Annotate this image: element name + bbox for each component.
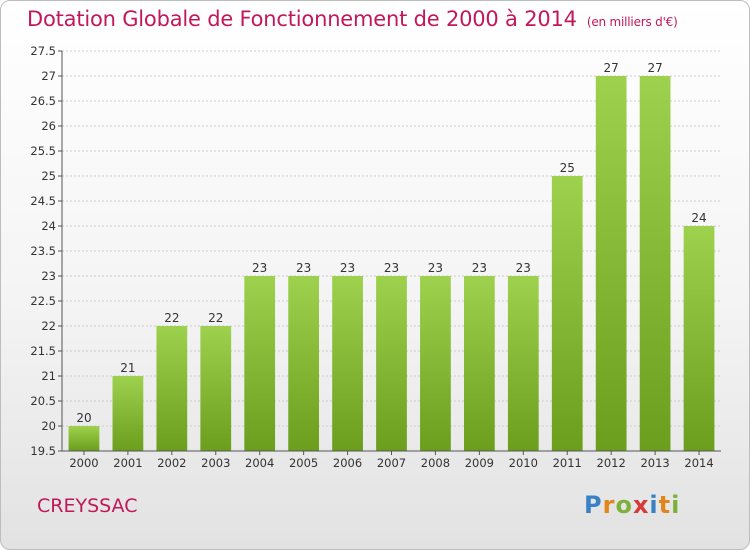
y-tick-label: 22.5 xyxy=(30,294,56,308)
x-tick-label: 2010 xyxy=(509,456,538,470)
y-tick-label: 20.5 xyxy=(30,394,56,408)
data-label: 22 xyxy=(208,311,223,325)
x-tick-label: 2009 xyxy=(465,456,494,470)
data-label: 21 xyxy=(120,361,135,375)
chart-title: Dotation Globale de Fonctionnement de 20… xyxy=(27,7,678,31)
bar-2014 xyxy=(683,226,715,451)
logo-letter: r xyxy=(602,491,616,519)
logo-letter: i xyxy=(671,491,681,519)
bar-2009 xyxy=(463,276,495,451)
bar-2013 xyxy=(639,76,671,451)
bar-2001 xyxy=(112,376,144,451)
y-tick-label: 21.5 xyxy=(30,344,56,358)
x-tick-label: 2012 xyxy=(597,456,626,470)
data-label: 24 xyxy=(691,211,706,225)
logo-letter: P xyxy=(584,491,603,519)
chart-subtitle: (en milliers d'€) xyxy=(586,15,678,29)
y-tick-label: 27 xyxy=(41,69,56,83)
data-label: 23 xyxy=(472,261,487,275)
data-label: 23 xyxy=(516,261,531,275)
x-tick-label: 2002 xyxy=(157,456,186,470)
logo-letter: x xyxy=(632,491,650,519)
x-tick-label: 2011 xyxy=(553,456,582,470)
bar-2003 xyxy=(200,326,232,451)
data-label: 27 xyxy=(604,61,619,75)
y-tick-label: 26 xyxy=(41,119,56,133)
x-tick-label: 2008 xyxy=(421,456,450,470)
data-label: 27 xyxy=(647,61,662,75)
y-tick-label: 27.5 xyxy=(30,44,56,58)
y-tick-label: 20 xyxy=(41,419,56,433)
x-tick-label: 2014 xyxy=(684,456,713,470)
x-tick-label: 2004 xyxy=(245,456,274,470)
data-label: 25 xyxy=(560,161,575,175)
y-tick-label: 25.5 xyxy=(30,144,56,158)
x-tick-label: 2003 xyxy=(201,456,230,470)
y-tick-label: 23 xyxy=(41,269,56,283)
bar-2011 xyxy=(551,176,583,451)
bar-2012 xyxy=(595,76,627,451)
y-tick-label: 19.5 xyxy=(30,444,56,458)
y-tick-label: 23.5 xyxy=(30,244,56,258)
data-label: 23 xyxy=(252,261,267,275)
bar-2000 xyxy=(68,426,100,451)
y-tick-label: 21 xyxy=(41,369,56,383)
x-tick-label: 2000 xyxy=(69,456,98,470)
y-tick-label: 25 xyxy=(41,169,56,183)
y-tick-label: 24 xyxy=(41,219,56,233)
chart-title-text: Dotation Globale de Fonctionnement de 20… xyxy=(27,7,577,31)
data-label: 23 xyxy=(296,261,311,275)
x-tick-label: 2005 xyxy=(289,456,318,470)
data-label: 22 xyxy=(164,311,179,325)
bar-2008 xyxy=(420,276,451,451)
bar-2002 xyxy=(156,326,188,451)
logo-letter: t xyxy=(658,491,672,519)
axes: 19.5 20 20.5 21 21.5 22 22.5 23 23.5 24 24.5 25 25.5… xyxy=(30,44,721,470)
proxiti-logo: Proxiti xyxy=(584,491,680,519)
place-name: CREYSSAC xyxy=(37,495,138,517)
logo-letter: o xyxy=(615,491,633,519)
x-tick-label: 2006 xyxy=(333,456,362,470)
x-tick-label: 2001 xyxy=(113,456,142,470)
y-tick-label: 26.5 xyxy=(30,94,56,108)
bars: 20 21 22 22 23 23 23 23 23 23 23 25 27 27 24 xyxy=(68,61,715,451)
bar-2010 xyxy=(507,276,539,451)
data-label: 23 xyxy=(340,261,355,275)
y-tick-label: 24.5 xyxy=(30,194,56,208)
bar-2006 xyxy=(332,276,363,451)
x-tick-label: 2007 xyxy=(377,456,406,470)
y-tick-label: 22 xyxy=(41,319,56,333)
data-label: 23 xyxy=(384,261,399,275)
bar-2005 xyxy=(288,276,320,451)
logo-letter: i xyxy=(649,491,659,519)
data-label: 20 xyxy=(76,411,91,425)
x-tick-label: 2013 xyxy=(640,456,669,470)
bar-2007 xyxy=(376,276,407,451)
bar-2004 xyxy=(244,276,276,451)
data-label: 23 xyxy=(428,261,443,275)
